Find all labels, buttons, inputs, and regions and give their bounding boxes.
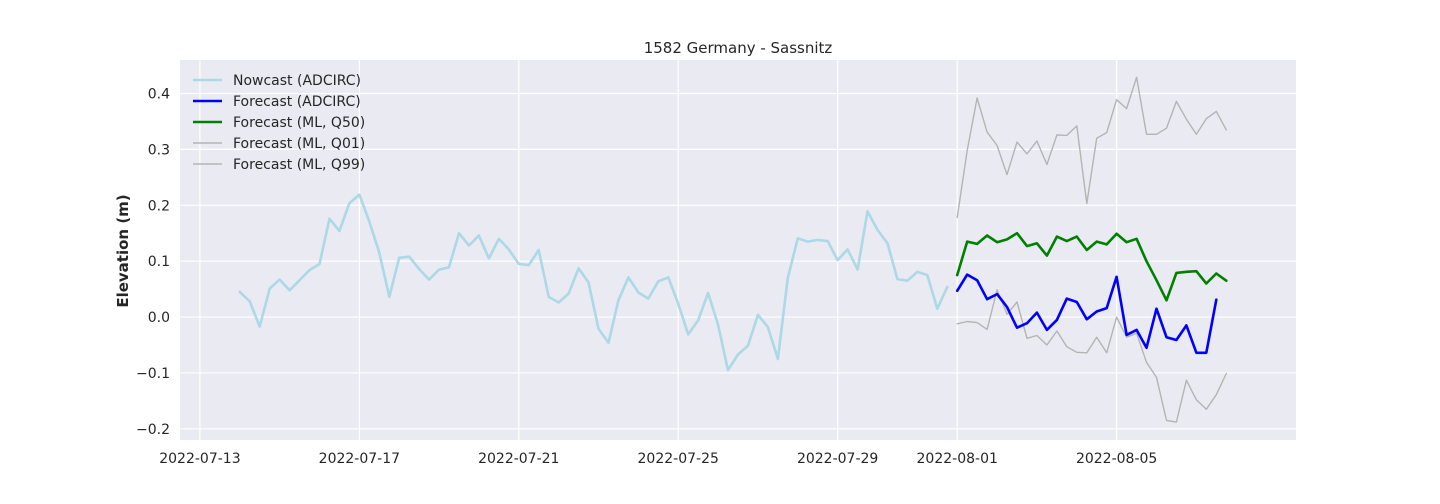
x-axis: 2022-07-13 2022-07-17 2022-07-21 2022-07-25… [159,451,1157,467]
series-line-2 [955,273,1218,355]
y-axis: 0.4 0.3 0.2 0.1 0.0 −0.1 −0.2 [136,87,170,438]
legend: Nowcast (ADCIRC) Forecast (ADCIRC) Forecas… [193,73,365,173]
legend-label: Forecast (ML, Q01) [233,136,365,152]
legend-label: Forecast (ADCIRC) [233,94,361,110]
x-tick-label: 2022-08-01 [917,451,998,467]
legend-label: Forecast (ML, Q50) [233,115,365,131]
y-axis-label: Elevation (m) [114,194,132,307]
legend-label: Forecast (ML, Q99) [233,157,365,173]
series-layer [238,76,1228,423]
y-tick-label: 0.4 [148,87,170,103]
y-tick-label: −0.1 [136,366,170,382]
y-tick-label: 0.3 [148,142,170,158]
legend-label: Nowcast (ADCIRC) [233,73,361,89]
x-tick-label: 2022-08-05 [1076,451,1157,467]
x-tick-label: 2022-07-21 [478,451,559,467]
chart-title: 1582 Germany - Sassnitz [644,39,833,57]
series-line-5 [956,76,1228,219]
y-tick-label: 0.2 [148,198,170,214]
grid [180,60,1296,440]
series-line-3 [955,231,1228,302]
x-tick-label: 2022-07-17 [319,451,400,467]
x-tick-label: 2022-07-29 [797,451,878,467]
x-tick-label: 2022-07-25 [638,451,719,467]
y-tick-label: 0.1 [148,254,170,270]
x-tick-label: 2022-07-13 [159,451,240,467]
y-tick-label: 0.0 [148,310,170,326]
series-line-1 [238,193,949,372]
y-tick-label: −0.2 [136,422,170,438]
